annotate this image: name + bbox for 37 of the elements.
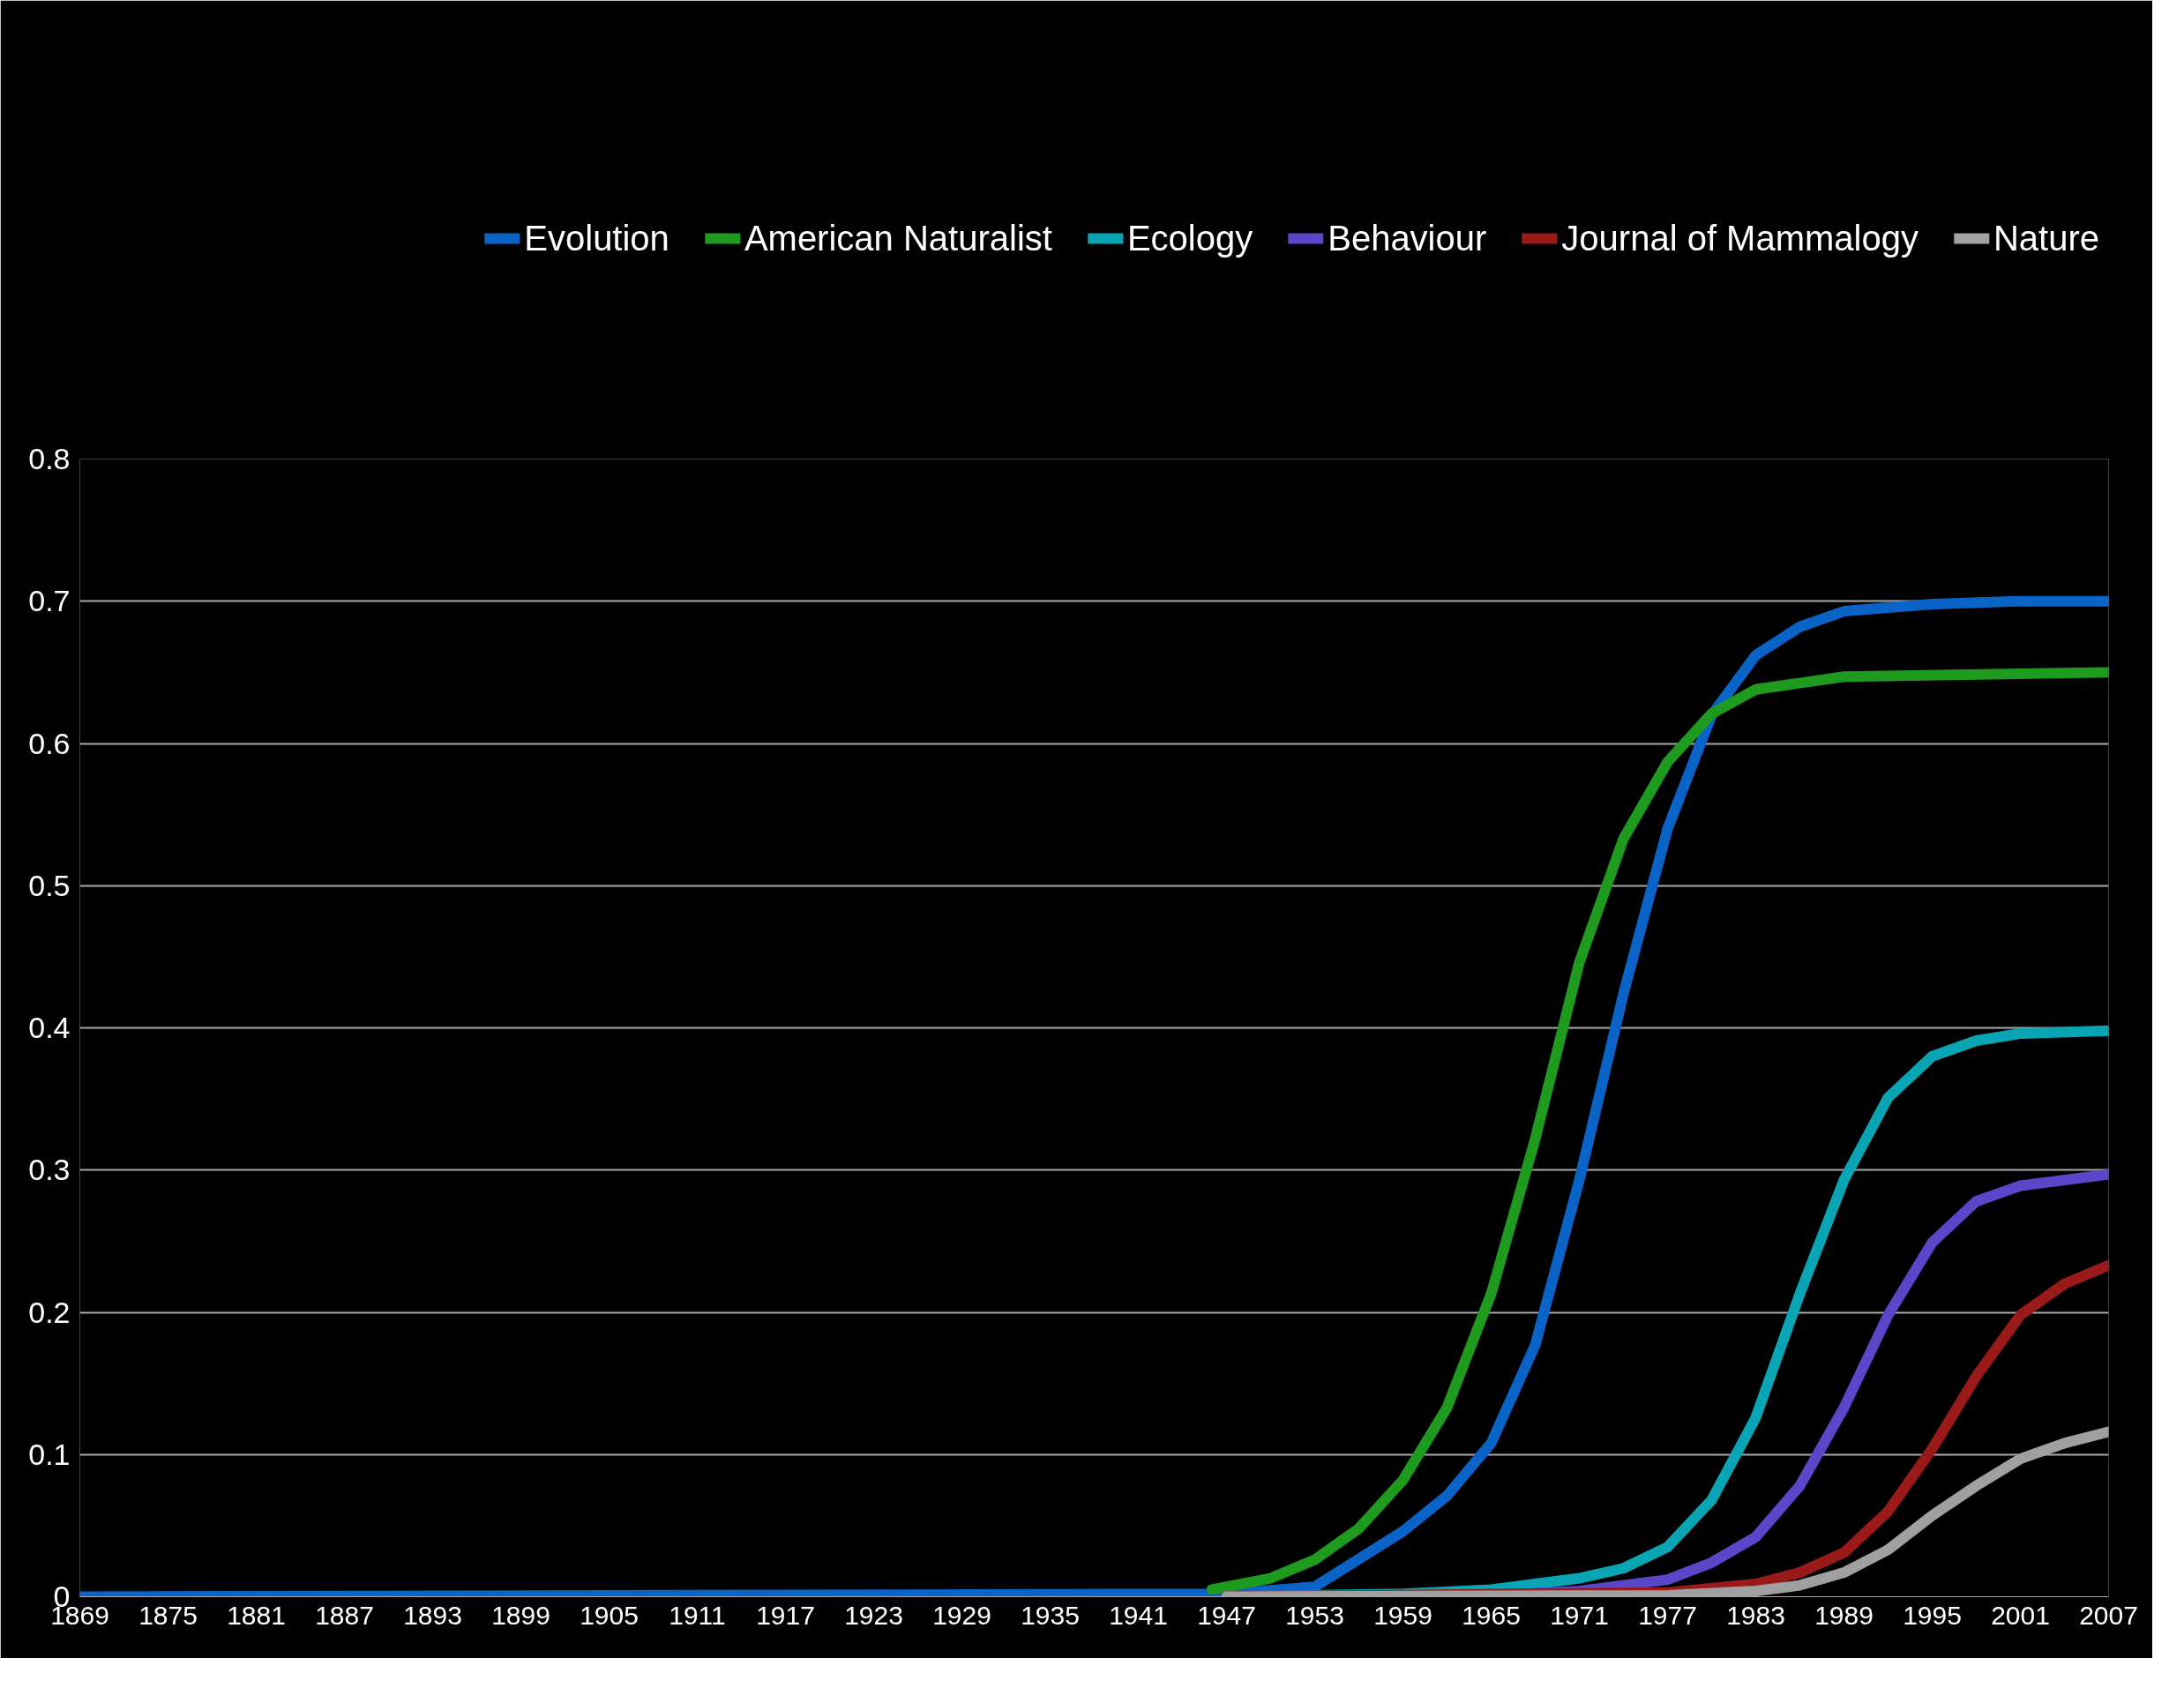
x-tick-label: 1941 (1109, 1600, 1168, 1630)
x-tick-label: 1917 (756, 1600, 815, 1630)
x-tick-label: 1887 (315, 1600, 374, 1630)
x-tick-label: 1881 (227, 1600, 286, 1630)
x-tick-label: 1965 (1462, 1600, 1521, 1630)
y-tick-label: 0.4 (28, 1011, 71, 1044)
legend-label: Journal of Mammalogy (1561, 218, 1918, 258)
x-tick-label: 1983 (1726, 1600, 1785, 1630)
x-tick-label: 1995 (1903, 1600, 1962, 1630)
x-tick-label: 1959 (1373, 1600, 1432, 1630)
x-tick-label: 1947 (1197, 1600, 1256, 1630)
x-tick-label: 1977 (1638, 1600, 1697, 1630)
x-tick-label: 1899 (491, 1600, 550, 1630)
x-tick-label: 1893 (403, 1600, 462, 1630)
y-tick-label: 0.2 (28, 1295, 71, 1329)
y-tick-label: 0.7 (28, 584, 71, 618)
legend-label: Nature (1993, 218, 2099, 258)
y-tick-label: 0.1 (28, 1437, 71, 1471)
x-tick-label: 1953 (1285, 1600, 1344, 1630)
x-tick-label: 1989 (1814, 1600, 1874, 1630)
x-tick-label: 1935 (1021, 1600, 1080, 1630)
x-tick-label: 1905 (580, 1600, 639, 1630)
y-tick-label: 0.8 (28, 442, 71, 475)
x-tick-label: 1911 (669, 1600, 726, 1630)
x-tick-label: 1875 (138, 1600, 198, 1630)
y-tick-label: 0.3 (28, 1153, 71, 1187)
x-tick-label: 1923 (844, 1600, 903, 1630)
y-tick-label: 0.6 (28, 726, 71, 760)
x-tick-label: 1971 (1550, 1600, 1609, 1630)
x-tick-label: 2001 (1991, 1600, 2050, 1630)
y-tick-label: 0.5 (28, 868, 71, 902)
legend-label: American Naturalist (744, 218, 1052, 258)
legend-label: Evolution (524, 218, 669, 258)
legend-label: Ecology (1126, 218, 1253, 258)
x-tick-label: 1929 (932, 1600, 991, 1630)
legend-label: Behaviour (1328, 218, 1487, 258)
x-tick-label: 2007 (2079, 1600, 2138, 1630)
